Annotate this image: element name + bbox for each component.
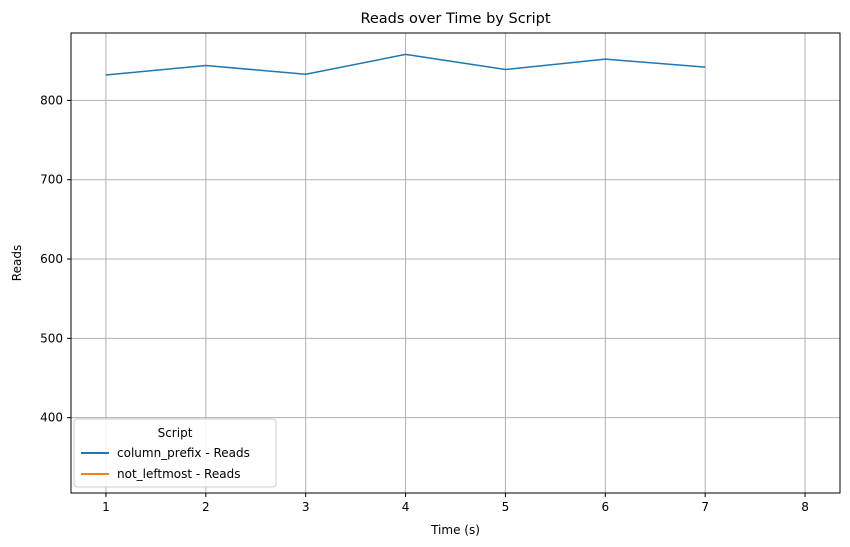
legend-title: Script: [158, 426, 193, 440]
y-tick-label: 500: [40, 331, 63, 345]
x-tick-label: 2: [202, 500, 210, 514]
x-tick-label: 4: [402, 500, 410, 514]
legend-box: [73, 418, 277, 488]
x-axis-title: Time (s): [430, 523, 480, 537]
plot-frame: [70, 32, 841, 494]
x-tick-label: 7: [701, 500, 709, 514]
chart-title: Reads over Time by Script: [360, 11, 550, 27]
legend-entries: column_prefix - Reads not_leftmost - Read…: [81, 446, 250, 481]
y-axis-title: Reads: [10, 245, 24, 281]
x-tick-label: 1: [102, 500, 110, 514]
legend-label: not_leftmost - Reads: [117, 467, 240, 481]
x-tick-label: 6: [601, 500, 609, 514]
grid-layer: [71, 33, 840, 493]
series-line-0: [105, 53, 706, 76]
y-tick-label: 400: [40, 411, 63, 425]
legend: Script column_prefix - Reads not_leftmost…: [73, 418, 277, 488]
series-layer: [105, 53, 706, 76]
y-tick-label: 700: [40, 173, 63, 187]
x-tick-label: 3: [302, 500, 310, 514]
y-tick-label: 800: [40, 93, 63, 107]
x-tick-label: 5: [502, 500, 510, 514]
legend-label: column_prefix - Reads: [117, 446, 250, 460]
x-tick-label: 8: [801, 500, 809, 514]
tick-layer: 1 2 3 4 5 6 7 8 400 500 600 700 800: [40, 93, 809, 514]
y-tick-label: 600: [40, 252, 63, 266]
